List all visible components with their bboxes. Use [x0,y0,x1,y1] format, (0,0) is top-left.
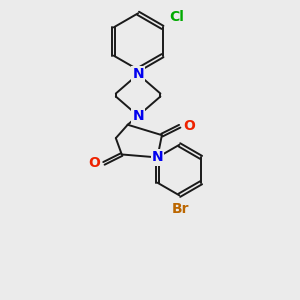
Text: N: N [132,67,144,81]
Text: N: N [152,150,163,164]
Text: N: N [132,109,144,123]
Text: Cl: Cl [169,10,184,24]
Text: Br: Br [172,202,190,216]
Text: O: O [183,119,195,133]
Text: O: O [88,156,101,170]
